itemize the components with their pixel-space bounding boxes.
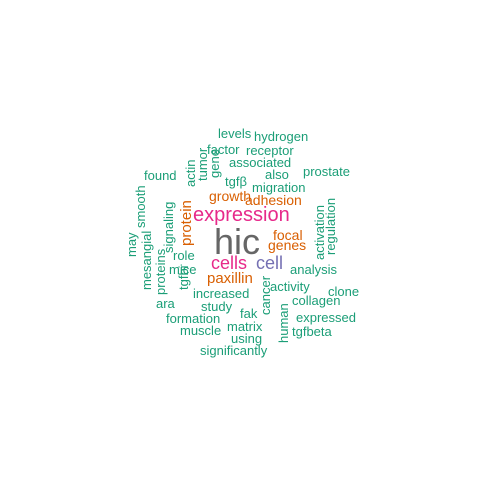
word-1: expression [193, 204, 290, 226]
word-15: also [265, 167, 289, 182]
word-14: associated [229, 155, 292, 170]
word-44: expressed [296, 310, 356, 325]
word-47: tgfbeta [292, 324, 332, 339]
word-48: using [231, 331, 263, 346]
word-0: hic [214, 221, 261, 262]
word-24: signaling [161, 201, 176, 253]
word-12: factor [207, 142, 240, 157]
word-13: receptor [246, 143, 294, 158]
word-7: genes [268, 237, 307, 253]
word-34: increased [193, 286, 250, 301]
word-40: collagen [292, 293, 341, 308]
word-46: matrix [227, 319, 263, 334]
word-3: cell [256, 253, 284, 273]
word-31: proteins [153, 248, 168, 295]
word-5: protein [178, 200, 195, 246]
word-30: mice [169, 262, 197, 277]
word-19: migration [252, 180, 306, 195]
word-6: focal [273, 227, 303, 243]
word-45: muscle [180, 323, 222, 338]
word-38: ara [156, 296, 175, 311]
word-18: tgfβ [225, 174, 247, 189]
word-32: analysis [290, 262, 337, 277]
word-36: activity [270, 279, 310, 294]
word-16: prostate [303, 164, 350, 179]
word-37: clone [328, 284, 360, 299]
word-25: may [124, 232, 139, 257]
word-10: levels [218, 126, 252, 141]
word-26: mesangial [139, 230, 154, 290]
word-8: adhesion [245, 192, 302, 208]
word-42: fak [240, 306, 258, 321]
word-39: study [201, 299, 233, 314]
word-11: hydrogen [254, 129, 309, 144]
word-33: tgfbi [176, 265, 191, 290]
word-4: paxillin [207, 270, 253, 287]
word-17: found [144, 168, 177, 183]
word-23: smooth [133, 185, 148, 228]
word-29: role [173, 248, 195, 263]
word-22: gene [207, 149, 222, 178]
word-43: human [276, 303, 291, 343]
word-41: formation [166, 311, 221, 326]
word-28: regulation [323, 197, 338, 255]
word-49: significantly [200, 343, 268, 358]
word-9: growth [209, 188, 252, 204]
word-2: cells [211, 253, 248, 273]
